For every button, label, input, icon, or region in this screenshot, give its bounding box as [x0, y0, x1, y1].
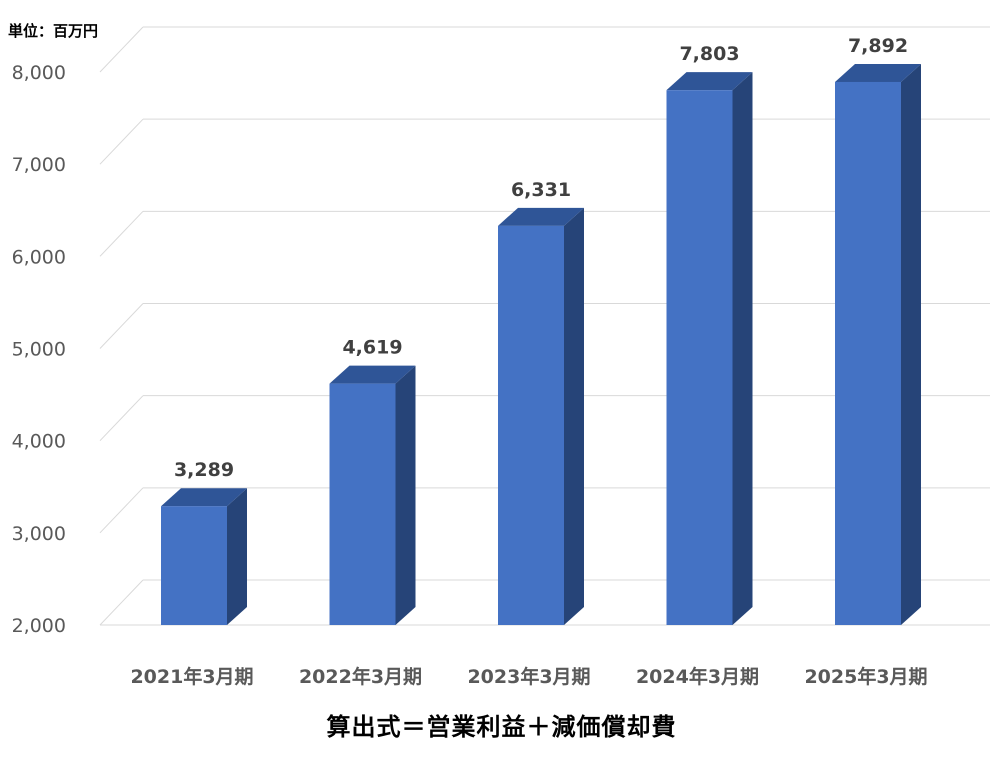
bar-top [666, 72, 753, 91]
bar-side [732, 72, 753, 625]
gridline-depth [99, 579, 144, 626]
bar-top [161, 488, 247, 507]
x-tick-label: 2024年3月期 [636, 665, 759, 688]
gridline-depth [99, 303, 144, 349]
data-label: 6,331 [511, 179, 571, 201]
x-tick-label: 2025年3月期 [804, 665, 927, 688]
gridline-depth [99, 487, 144, 534]
x-tick-label: 2022年3月期 [299, 665, 422, 688]
data-label: 7,803 [679, 43, 739, 65]
unit-label: 単位：百万円 [8, 22, 99, 40]
bar [835, 81, 901, 626]
x-tick-label: 2023年3月期 [467, 665, 590, 688]
y-tick-label: 2,000 [12, 615, 66, 637]
y-tick-label: 4,000 [12, 431, 66, 453]
bar [329, 383, 396, 625]
formula-caption: 算出式＝営業利益＋減価償却費 [326, 713, 677, 741]
bar-chart-3d: 2,000 3,000 4,000 5,000 6,000 7,000 8,000 3,289… [12, 26, 990, 688]
bar-side [227, 488, 247, 625]
data-label: 3,289 [174, 459, 234, 481]
bar-top [498, 207, 584, 226]
gridline-depth [99, 26, 144, 73]
y-tick-label: 3,000 [12, 523, 66, 545]
gridline-depth [99, 118, 144, 165]
y-tick-label: 8,000 [12, 62, 66, 84]
y-tick-label: 6,000 [12, 246, 66, 268]
gridline-depth [99, 210, 144, 257]
bar-side [395, 365, 416, 625]
data-label: 4,619 [342, 337, 402, 359]
bar [498, 225, 564, 625]
y-tick-label: 7,000 [12, 154, 66, 176]
data-label: 7,892 [848, 35, 908, 57]
bar-side [564, 207, 584, 625]
gridline-depth [99, 395, 144, 442]
bar-top [329, 365, 416, 384]
bar [666, 90, 733, 625]
bar-side [901, 63, 921, 626]
bar [161, 506, 227, 625]
x-tick-label: 2021年3月期 [130, 665, 253, 688]
bar-top [835, 63, 921, 82]
y-tick-label: 5,000 [12, 339, 66, 361]
